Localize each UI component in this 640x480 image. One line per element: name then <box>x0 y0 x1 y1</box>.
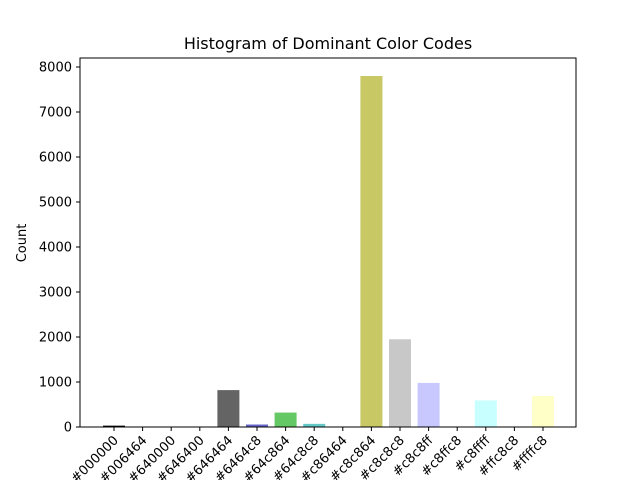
y-tick-label: 4000 <box>39 241 72 256</box>
y-tick-label: 0 <box>64 421 72 436</box>
y-tick-label: 1000 <box>39 376 72 391</box>
bar-c8c8ff <box>417 382 440 427</box>
chart-title: Histogram of Dominant Color Codes <box>184 34 472 53</box>
y-axis-label: Count <box>15 224 30 263</box>
y-tick-label: 7000 <box>39 106 72 121</box>
bar-64c864 <box>274 412 297 427</box>
y-tick-label: 2000 <box>39 331 72 346</box>
y-tick-label: 3000 <box>39 286 72 301</box>
bar-64c8c8 <box>303 423 326 427</box>
y-tick-label: 8000 <box>39 61 72 76</box>
y-axis: 0 1000 2000 3000 4000 5000 6000 7000 8000 <box>39 61 80 436</box>
x-axis: #000000#006464#640000#646400#646464#6464… <box>68 427 551 480</box>
bar-6464c8 <box>246 424 268 427</box>
y-tick-label: 6000 <box>39 151 72 166</box>
bar-c8ffff <box>474 400 497 427</box>
bars-group <box>103 76 554 427</box>
bar-ffffc8 <box>532 395 554 427</box>
plot-frame <box>79 57 577 428</box>
y-tick-label: 5000 <box>39 196 72 211</box>
bar-646464 <box>217 390 240 427</box>
bar-000000 <box>103 425 125 427</box>
bar-c8c8c8 <box>389 339 411 427</box>
bar-c8c864 <box>360 76 383 427</box>
